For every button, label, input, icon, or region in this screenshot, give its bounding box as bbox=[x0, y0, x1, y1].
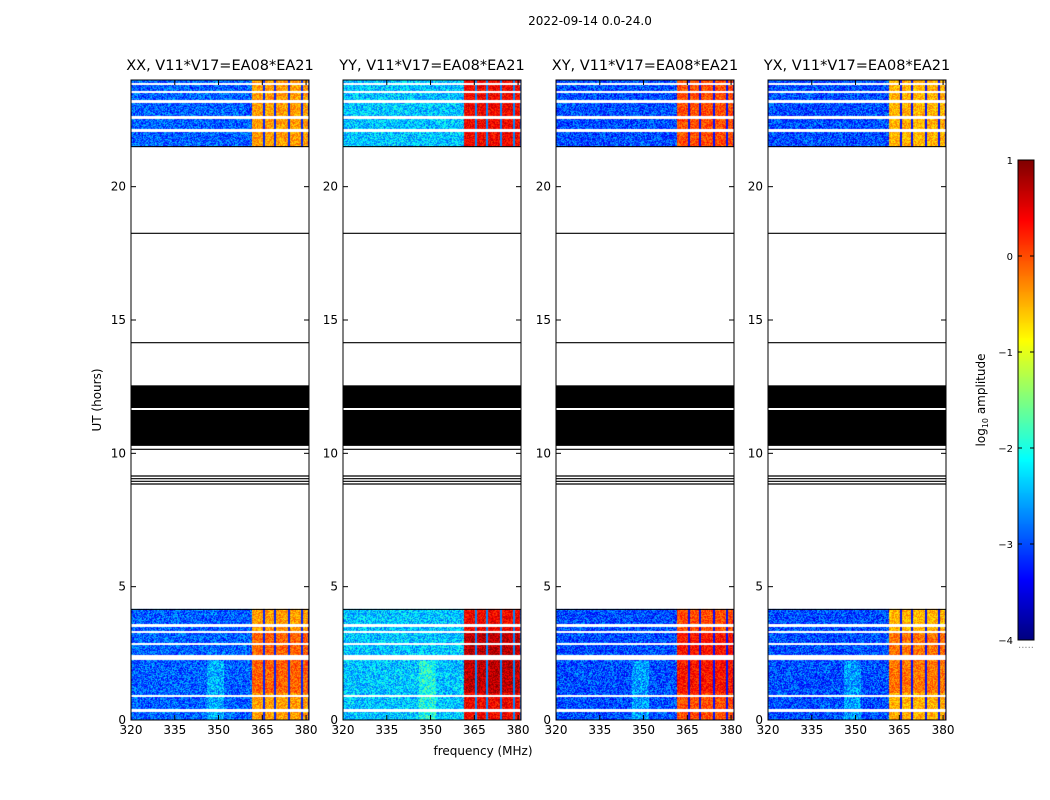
colorbar-tick-label-3: −2 bbox=[998, 444, 1013, 455]
x-tick-label-xx-380: 380 bbox=[295, 723, 318, 737]
y-tick-label-xx-20: 20 bbox=[111, 180, 126, 194]
colorbar-tick-label-2: −1 bbox=[998, 348, 1013, 359]
y-tick-label-xx-15: 15 bbox=[111, 313, 126, 327]
colorbar-footer: ..... bbox=[1018, 640, 1034, 651]
x-axis-label: frequency (MHz) bbox=[433, 744, 533, 758]
y-tick-label-yy-0: 0 bbox=[330, 713, 338, 727]
y-tick-label-yx-15: 15 bbox=[748, 313, 763, 327]
x-tick-label-xy-365: 365 bbox=[676, 723, 699, 737]
x-tick-label-yy-335: 335 bbox=[375, 723, 398, 737]
x-tick-label-yx-365: 365 bbox=[888, 723, 911, 737]
x-tick-label-xx-320: 320 bbox=[120, 723, 143, 737]
figure-title: 2022-09-14 0.0-24.0 bbox=[528, 14, 652, 28]
y-tick-label-xy-0: 0 bbox=[543, 713, 551, 727]
y-tick-label-yy-10: 10 bbox=[323, 446, 338, 460]
x-tick-label-xy-350: 350 bbox=[632, 723, 655, 737]
x-tick-label-xx-365: 365 bbox=[251, 723, 274, 737]
flagged-block-yx-0 bbox=[768, 385, 946, 446]
panel-title-xy: XY, V11*V17=EA08*EA21 bbox=[551, 58, 739, 74]
x-tick-label-yx-350: 350 bbox=[844, 723, 867, 737]
colorbar-tick-label-5: −4 bbox=[998, 636, 1013, 647]
panel-frame-xx bbox=[130, 79, 310, 721]
y-tick-label-xy-20: 20 bbox=[536, 180, 551, 194]
x-tick-label-yy-320: 320 bbox=[332, 723, 355, 737]
x-tick-label-yx-380: 380 bbox=[932, 723, 955, 737]
flagged-block-xy-0 bbox=[556, 385, 734, 446]
x-tick-label-xy-335: 335 bbox=[588, 723, 611, 737]
panel-frame-yx bbox=[767, 79, 947, 721]
y-tick-label-yx-0: 0 bbox=[755, 713, 763, 727]
y-tick-label-xy-5: 5 bbox=[543, 580, 551, 594]
x-tick-label-xy-380: 380 bbox=[720, 723, 743, 737]
panel-frame-yy bbox=[342, 79, 522, 721]
y-tick-label-yy-20: 20 bbox=[323, 180, 338, 194]
x-tick-label-yx-335: 335 bbox=[800, 723, 823, 737]
flagged-block-yy-0 bbox=[343, 385, 521, 446]
panel-title-xx: XX, V11*V17=EA08*EA21 bbox=[126, 58, 314, 74]
x-tick-label-yy-365: 365 bbox=[463, 723, 486, 737]
y-tick-label-yx-5: 5 bbox=[755, 580, 763, 594]
colorbar-tick-label-0: 1 bbox=[1007, 156, 1013, 167]
panel-title-yy: YY, V11*V17=EA08*EA21 bbox=[339, 58, 525, 74]
colorbar-tick-label-1: 0 bbox=[1007, 252, 1013, 263]
x-tick-label-yy-350: 350 bbox=[419, 723, 442, 737]
flagged-block-xx-0 bbox=[131, 385, 309, 446]
x-tick-label-xy-320: 320 bbox=[545, 723, 568, 737]
y-tick-label-xy-10: 10 bbox=[536, 446, 551, 460]
y-tick-label-yy-15: 15 bbox=[323, 313, 338, 327]
y-tick-label-yx-10: 10 bbox=[748, 446, 763, 460]
y-tick-label-yx-20: 20 bbox=[748, 180, 763, 194]
y-tick-label-xx-0: 0 bbox=[118, 713, 126, 727]
y-tick-label-xy-15: 15 bbox=[536, 313, 551, 327]
panel-frame-xy bbox=[555, 79, 735, 721]
y-tick-label-yy-5: 5 bbox=[330, 580, 338, 594]
x-tick-label-yy-380: 380 bbox=[507, 723, 530, 737]
colorbar-frame bbox=[1017, 159, 1035, 641]
panel-title-yx: YX, V11*V17=EA08*EA21 bbox=[763, 58, 951, 74]
x-tick-label-yx-320: 320 bbox=[757, 723, 780, 737]
y-tick-label-xx-5: 5 bbox=[118, 580, 126, 594]
x-tick-label-xx-335: 335 bbox=[163, 723, 186, 737]
colorbar-tick-label-4: −3 bbox=[998, 540, 1013, 551]
colorbar-gradient bbox=[1018, 160, 1034, 640]
y-tick-label-xx-10: 10 bbox=[111, 446, 126, 460]
x-tick-label-xx-350: 350 bbox=[207, 723, 230, 737]
